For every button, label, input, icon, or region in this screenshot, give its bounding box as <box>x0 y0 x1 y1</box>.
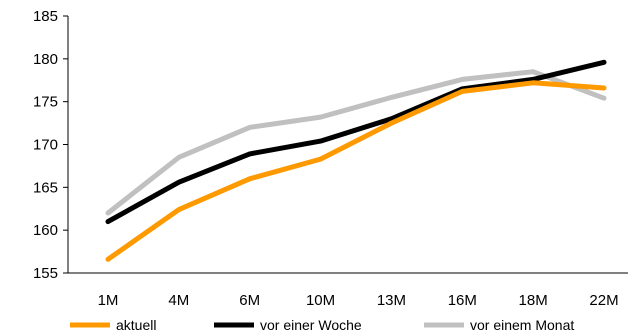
x-tick-label: 1M <box>98 292 119 309</box>
y-tick-label: 170 <box>33 137 58 154</box>
legend-label: vor einer Woche <box>260 317 362 333</box>
y-tick-label: 160 <box>33 222 58 239</box>
y-axis: 155 160 165 170 175 180 185 <box>33 8 69 282</box>
x-tick-label: 10M <box>306 292 335 309</box>
y-tick-label: 175 <box>33 94 58 111</box>
legend-label: aktuell <box>116 317 156 333</box>
series-line <box>105 80 607 262</box>
x-tick-label: 22M <box>589 292 618 309</box>
x-tick-label: 16M <box>448 292 477 309</box>
x-axis: 1M 4M 6M 10M 13M 16M 18M 22M <box>68 272 628 309</box>
y-tick-label: 165 <box>33 179 58 196</box>
y-tick-label: 180 <box>33 51 58 68</box>
series-1 <box>105 59 607 225</box>
series-line <box>105 59 607 225</box>
x-tick-label: 18M <box>519 292 548 309</box>
series-2 <box>105 69 607 216</box>
y-tick-label: 185 <box>33 8 58 25</box>
x-tick-label: 4M <box>168 292 189 309</box>
legend-label: vor einem Monat <box>470 317 574 333</box>
y-tick-label: 155 <box>33 265 58 282</box>
legend: aktuell vor einer Woche vor einem Monat <box>70 317 574 333</box>
x-tick-label: 6M <box>239 292 260 309</box>
x-tick-label: 13M <box>377 292 406 309</box>
series-line <box>105 69 607 216</box>
series-0 <box>105 80 607 262</box>
series-layer <box>105 59 607 262</box>
